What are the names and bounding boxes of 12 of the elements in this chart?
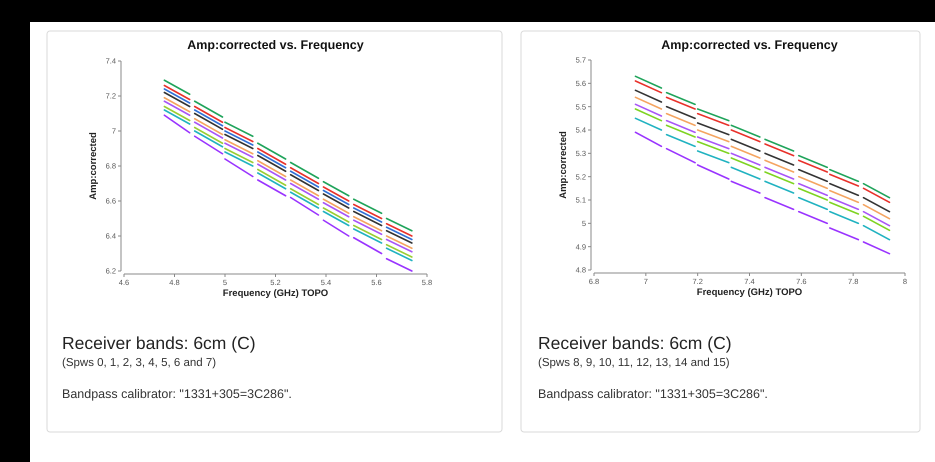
y-axis-title: Amp:corrected	[558, 131, 569, 199]
chart-title: Amp:corrected vs. Frequency	[661, 38, 838, 52]
text: (Spws 0, 1, 2, 3, 4, 5, 6 and 7)	[62, 357, 216, 369]
text: Bandpass calibrator: "1331+305=3C286".	[538, 387, 768, 401]
text: Receiver bands: 6cm (C)	[538, 333, 732, 353]
x-axis-title: Frequency (GHz) TOPO	[696, 287, 802, 298]
text: Bandpass calibrator: "1331+305=3C286".	[62, 387, 292, 401]
x-axis-title: Frequency (GHz) TOPO	[222, 288, 328, 299]
y-axis-title: Amp:corrected	[88, 132, 99, 200]
text: (Spws 8, 9, 10, 11, 12, 13, 14 and 15)	[538, 357, 730, 369]
chart-title: Amp:corrected vs. Frequency	[187, 38, 364, 52]
text: Receiver bands: 6cm (C)	[62, 333, 256, 353]
